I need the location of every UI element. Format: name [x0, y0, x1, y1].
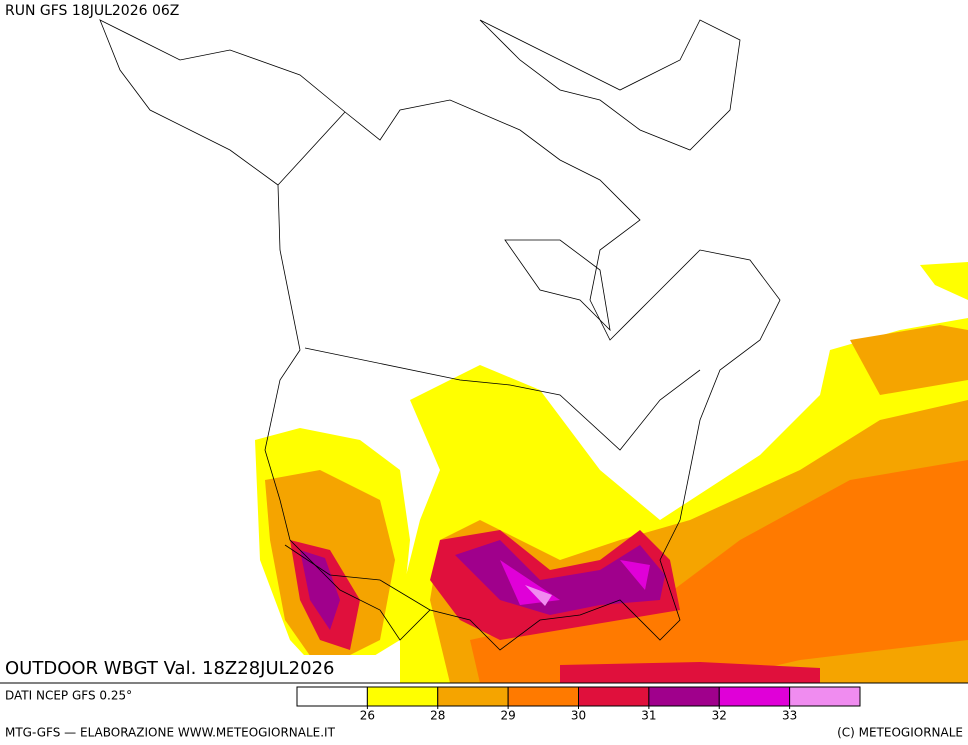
legend-box: [296, 686, 368, 707]
wbgt-field: [255, 262, 968, 683]
border: [284, 544, 431, 611]
legend: 26 28 29 30 31 32 33: [296, 686, 861, 723]
field-area: [920, 262, 968, 300]
field-area: [525, 585, 552, 606]
legend-tick-label: 29: [500, 709, 515, 723]
legend-box: [578, 686, 650, 707]
legend-box: [437, 686, 509, 707]
field-area: [560, 662, 820, 683]
field-area: [620, 560, 650, 590]
legend-box: [789, 686, 861, 707]
legend-tick-label: 33: [782, 709, 797, 723]
copyright: (C) METEOGIORNALE: [837, 726, 963, 740]
border: [304, 347, 701, 451]
coastline: [504, 239, 611, 332]
legend-box: [507, 686, 579, 707]
label-bg: [0, 655, 383, 683]
map-label: OUTDOOR WBGT Val. 18Z28JUL2026: [5, 658, 334, 679]
border: [277, 111, 346, 186]
coastlines: [99, 19, 781, 651]
legend-tick-label: 28: [430, 709, 445, 723]
legend-tick-label: 31: [641, 709, 656, 723]
source: DATI NCEP GFS 0.25°: [5, 689, 132, 703]
legend-tick-label: 32: [712, 709, 727, 723]
coastline: [99, 19, 781, 651]
credit: MTG-GFS — ELABORAZIONE WWW.METEOGIORNALE…: [5, 726, 336, 740]
legend-box: [718, 686, 791, 707]
run-title: RUN GFS 18JUL2026 06Z: [5, 3, 179, 19]
legend-tick-label: 30: [571, 709, 586, 723]
legend-box: [648, 686, 720, 707]
field-area: [850, 325, 968, 395]
field-area: [455, 540, 665, 615]
coastline: [479, 19, 741, 151]
field-area: [470, 460, 968, 683]
legend-box: [366, 686, 439, 707]
legend-tick-label: 26: [360, 709, 375, 723]
field-area: [300, 550, 340, 630]
